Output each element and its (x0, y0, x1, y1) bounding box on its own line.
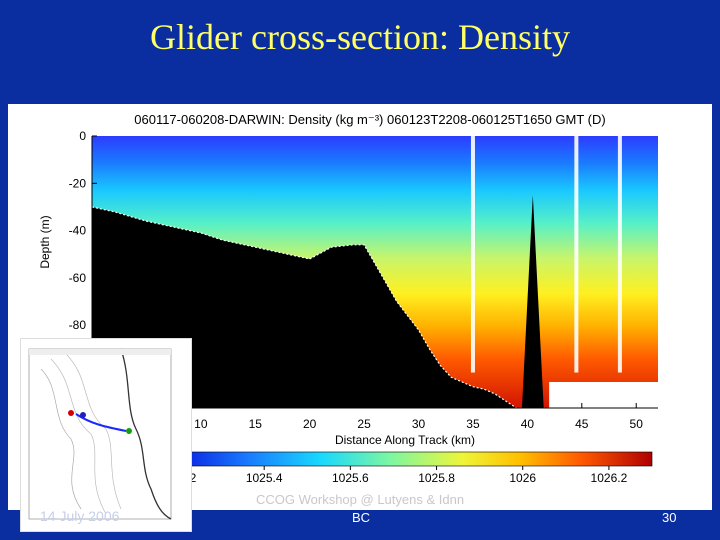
x-tick-label: 45 (575, 417, 589, 431)
track-map-image (21, 339, 191, 531)
colorbar (177, 451, 653, 467)
data-gap-1 (574, 136, 579, 373)
track-map-inset (20, 338, 192, 532)
x-tick-label: 40 (521, 417, 535, 431)
chart-title: 060117-060208-DARWIN: Density (kg m⁻³) 0… (134, 112, 605, 127)
x-tick-label: 35 (466, 417, 480, 431)
colorbar-tick-label: 1025.6 (332, 471, 369, 485)
y-tick-label: 0 (79, 129, 86, 143)
left-border (0, 104, 8, 510)
footer-event: CCOG Workshop @ Lutyens & Idnn (256, 492, 465, 507)
slide-title: Glider cross-section: Density (150, 17, 570, 57)
title-band (0, 0, 720, 104)
data-gap-0 (470, 136, 475, 373)
x-tick-label: 50 (630, 417, 644, 431)
seafloor (92, 206, 658, 408)
page-number: 30 (662, 510, 677, 525)
x-tick-label: 25 (357, 417, 371, 431)
colorbar-tick-label: 1025.8 (418, 471, 455, 485)
x-tick-label: 20 (303, 417, 317, 431)
colorbar-tick-label: 1026 (509, 471, 536, 485)
footer-date: 14 July 2006 (40, 508, 120, 524)
y-tick-label: -60 (69, 271, 87, 285)
y-tick-label: -20 (69, 176, 87, 190)
y-tick-label: -40 (69, 224, 87, 238)
y-axis-label: Depth (m) (38, 215, 52, 268)
y-tick-label: -80 (69, 318, 87, 332)
x-tick-label: 30 (412, 417, 426, 431)
x-tick-label: 15 (249, 417, 263, 431)
right-border (712, 104, 720, 510)
seamount (521, 195, 544, 408)
unsampled-region (549, 381, 658, 408)
colorbar-tick-label: 1026.2 (591, 471, 628, 485)
footer-event-fragment: BC (352, 510, 371, 525)
x-axis-label: Distance Along Track (km) (335, 433, 475, 447)
data-gap-2 (617, 136, 622, 373)
colorbar-tick-label: 1025.4 (246, 471, 283, 485)
x-tick-label: 10 (194, 417, 208, 431)
